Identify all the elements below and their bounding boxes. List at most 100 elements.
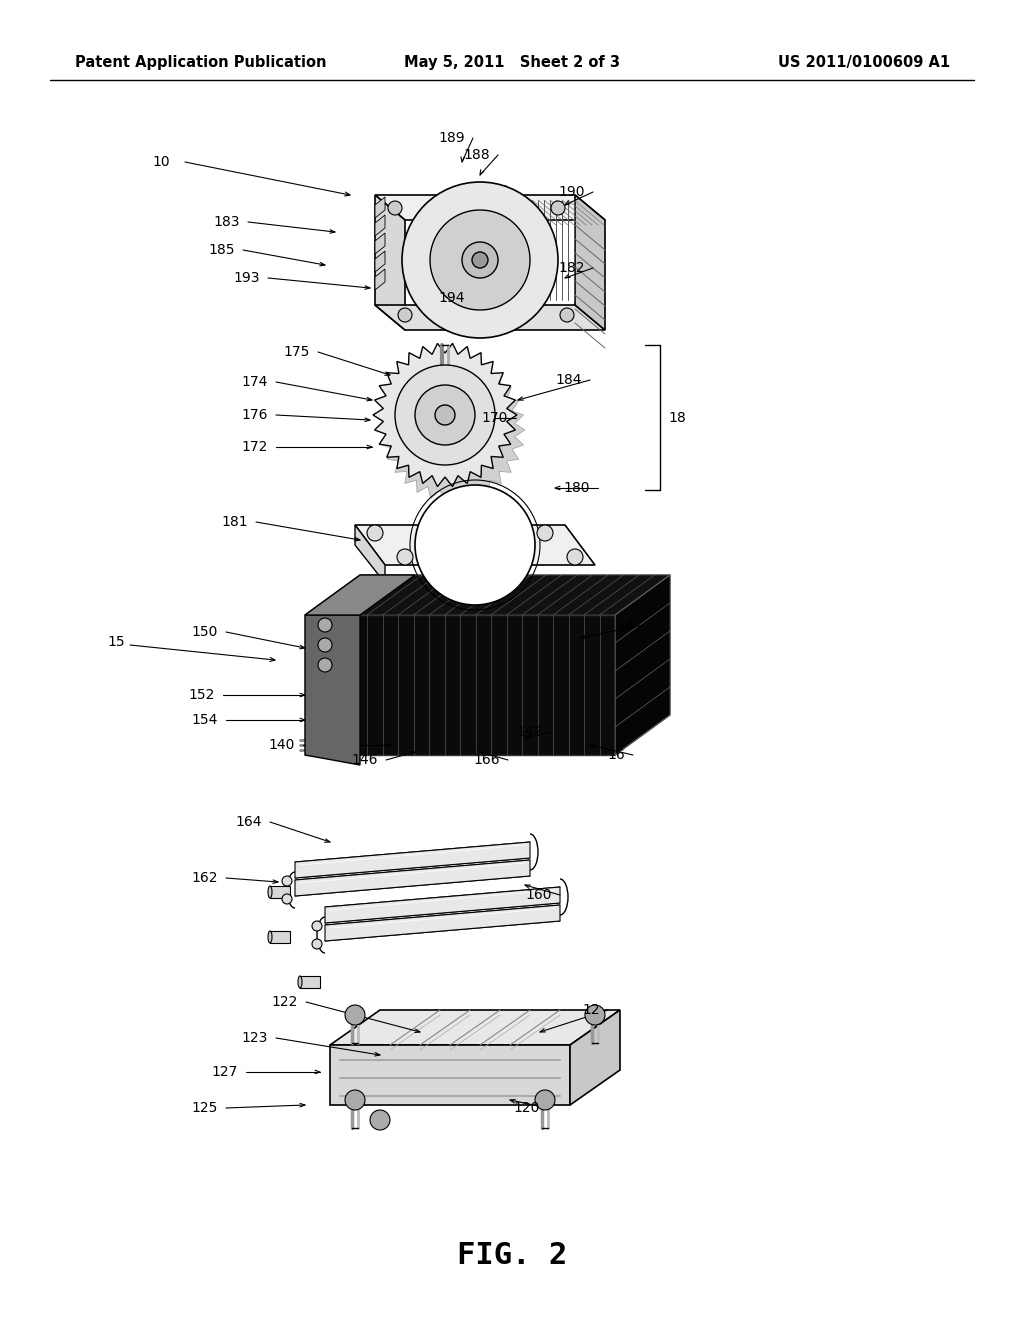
Circle shape: [345, 1005, 365, 1026]
Circle shape: [318, 657, 332, 672]
Polygon shape: [381, 359, 525, 502]
Text: 120: 120: [514, 1101, 540, 1115]
Text: 183: 183: [213, 215, 240, 228]
Ellipse shape: [298, 975, 302, 987]
Text: 140: 140: [268, 738, 295, 752]
Polygon shape: [295, 842, 530, 878]
Text: 190: 190: [558, 185, 585, 199]
Text: 14: 14: [617, 618, 635, 632]
Text: 122: 122: [271, 995, 298, 1008]
Polygon shape: [375, 234, 385, 253]
Ellipse shape: [268, 886, 272, 898]
Text: 182: 182: [558, 261, 585, 275]
Text: 146: 146: [351, 752, 378, 767]
Circle shape: [415, 484, 535, 605]
Circle shape: [312, 921, 322, 931]
Text: 125: 125: [191, 1101, 218, 1115]
Polygon shape: [375, 195, 406, 330]
Circle shape: [318, 638, 332, 652]
Circle shape: [282, 876, 292, 886]
Circle shape: [367, 525, 383, 541]
Polygon shape: [355, 525, 385, 583]
Circle shape: [282, 894, 292, 904]
Text: 174: 174: [242, 375, 268, 389]
Polygon shape: [325, 887, 560, 923]
Circle shape: [537, 525, 553, 541]
Text: 176: 176: [242, 408, 268, 422]
Polygon shape: [375, 197, 385, 218]
Text: May 5, 2011   Sheet 2 of 3: May 5, 2011 Sheet 2 of 3: [404, 54, 620, 70]
Text: US 2011/0100609 A1: US 2011/0100609 A1: [778, 54, 950, 70]
Circle shape: [397, 549, 413, 565]
Text: 181: 181: [221, 515, 248, 529]
Polygon shape: [325, 906, 560, 941]
Text: 142: 142: [517, 725, 543, 739]
Text: 184: 184: [555, 374, 582, 387]
Text: 18: 18: [668, 411, 686, 425]
Text: FIG. 2: FIG. 2: [457, 1241, 567, 1270]
Polygon shape: [375, 215, 385, 236]
Text: 194: 194: [438, 290, 465, 305]
Circle shape: [430, 210, 530, 310]
Circle shape: [472, 252, 488, 268]
Circle shape: [567, 549, 583, 565]
Polygon shape: [305, 576, 670, 615]
Polygon shape: [375, 195, 605, 220]
Circle shape: [560, 308, 574, 322]
Text: 172: 172: [242, 440, 268, 454]
Text: 185: 185: [209, 243, 234, 257]
Text: 170: 170: [481, 411, 508, 425]
Circle shape: [345, 1090, 365, 1110]
Text: 175: 175: [284, 345, 310, 359]
Polygon shape: [615, 576, 670, 755]
Circle shape: [370, 1110, 390, 1130]
Circle shape: [312, 939, 322, 949]
Polygon shape: [375, 251, 385, 272]
Text: 164: 164: [236, 814, 262, 829]
Circle shape: [585, 1005, 605, 1026]
Text: 16: 16: [607, 748, 625, 762]
Polygon shape: [375, 305, 605, 330]
Circle shape: [462, 242, 498, 279]
Text: 193: 193: [233, 271, 260, 285]
Polygon shape: [330, 1045, 570, 1105]
Text: 123: 123: [242, 1031, 268, 1045]
Polygon shape: [305, 615, 615, 755]
Text: Patent Application Publication: Patent Application Publication: [75, 54, 327, 70]
Polygon shape: [305, 576, 415, 615]
Circle shape: [388, 201, 402, 215]
Polygon shape: [373, 343, 517, 487]
Polygon shape: [570, 1010, 620, 1105]
Text: 154: 154: [191, 713, 218, 727]
Text: 162: 162: [191, 871, 218, 884]
Polygon shape: [355, 525, 595, 565]
Polygon shape: [575, 195, 605, 330]
Polygon shape: [270, 931, 290, 942]
Text: 150: 150: [191, 624, 218, 639]
Circle shape: [395, 366, 495, 465]
Circle shape: [415, 385, 475, 445]
Polygon shape: [305, 615, 360, 766]
Polygon shape: [300, 975, 319, 987]
Ellipse shape: [268, 931, 272, 942]
Polygon shape: [270, 886, 290, 898]
Text: 160: 160: [525, 888, 552, 902]
Circle shape: [398, 308, 412, 322]
Text: 127: 127: [212, 1065, 238, 1078]
Circle shape: [551, 201, 565, 215]
Text: 188: 188: [464, 148, 490, 162]
Polygon shape: [375, 269, 385, 290]
Circle shape: [435, 405, 455, 425]
Circle shape: [402, 182, 558, 338]
Text: 166: 166: [473, 752, 500, 767]
Text: 15: 15: [108, 635, 125, 649]
Text: 189: 189: [438, 131, 465, 145]
Text: 180: 180: [563, 480, 590, 495]
Text: 152: 152: [188, 688, 215, 702]
Text: 12: 12: [583, 1003, 600, 1016]
Polygon shape: [295, 861, 530, 896]
Circle shape: [318, 618, 332, 632]
Polygon shape: [330, 1010, 620, 1045]
Circle shape: [535, 1090, 555, 1110]
Text: 10: 10: [153, 154, 170, 169]
